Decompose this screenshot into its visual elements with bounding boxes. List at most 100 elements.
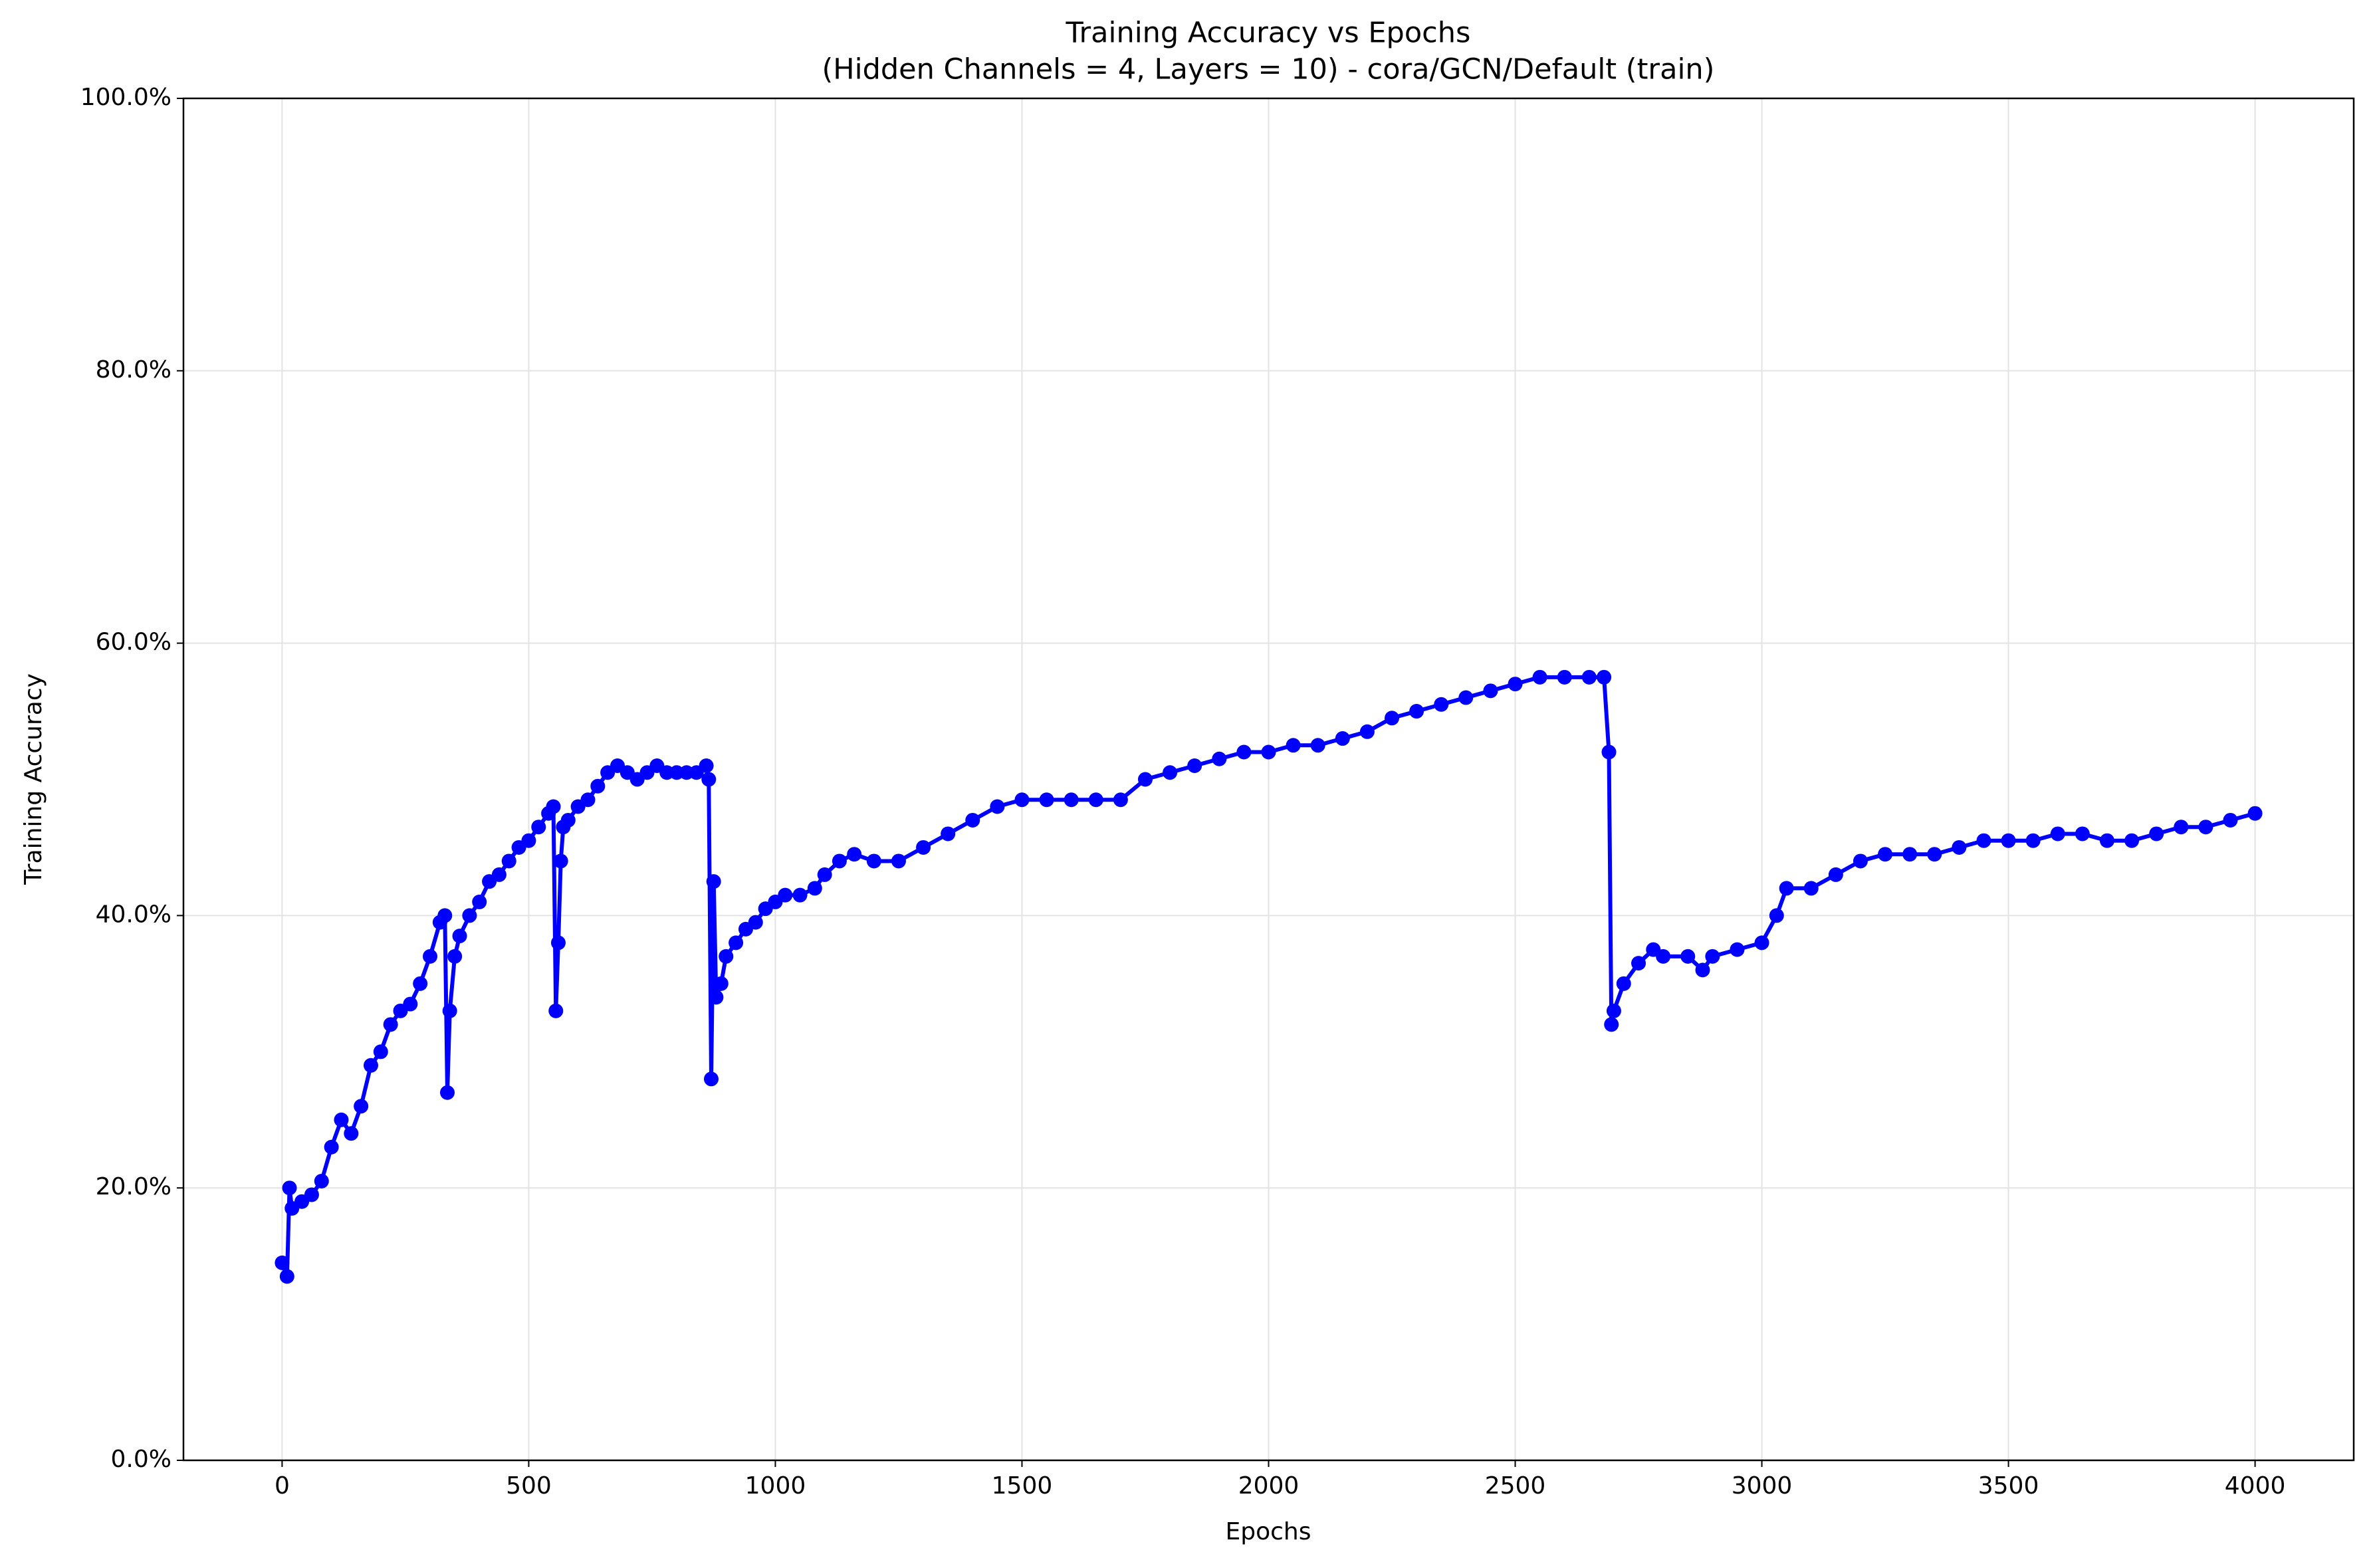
point	[2050, 826, 2065, 841]
point	[491, 867, 507, 882]
point	[891, 853, 906, 869]
point	[1581, 669, 1597, 685]
x-tick-label: 3000	[1732, 1472, 1793, 1500]
point	[1769, 908, 1784, 923]
point	[1754, 935, 1769, 951]
point	[2124, 833, 2140, 848]
point	[2198, 820, 2213, 835]
point	[706, 874, 721, 889]
point	[442, 1003, 457, 1018]
point	[344, 1126, 359, 1141]
point	[1137, 772, 1153, 787]
point	[1803, 881, 1819, 896]
point	[847, 847, 862, 862]
point	[990, 799, 1005, 814]
point	[1952, 840, 1967, 855]
point	[817, 867, 832, 882]
point	[1828, 867, 1843, 882]
point	[1853, 853, 1868, 869]
point	[354, 1099, 369, 1114]
point	[590, 778, 606, 794]
point	[1680, 949, 1696, 964]
point	[334, 1112, 349, 1127]
point	[699, 758, 714, 774]
point	[580, 792, 596, 808]
point	[1878, 847, 1893, 862]
point	[383, 1017, 398, 1032]
point	[2099, 833, 2114, 848]
point	[713, 976, 729, 991]
point	[423, 949, 438, 964]
point	[531, 820, 546, 835]
x-tick-label: 4000	[2225, 1472, 2286, 1500]
x-tick-label: 1000	[745, 1472, 806, 1500]
y-tick-label: 20.0%	[96, 1173, 171, 1200]
point	[2223, 812, 2238, 828]
chart-title: Training Accuracy vs Epochs	[1066, 17, 1471, 50]
point	[1286, 738, 1301, 753]
x-tick-label: 0	[275, 1472, 290, 1500]
point	[1236, 744, 1252, 760]
point	[1532, 669, 1547, 685]
y-tick-label: 0.0%	[111, 1446, 171, 1473]
point	[729, 935, 744, 951]
plot-frame	[182, 97, 2355, 1462]
point	[275, 1255, 290, 1270]
point	[703, 1071, 719, 1087]
point	[1113, 792, 1128, 808]
point	[437, 908, 453, 923]
point	[1335, 731, 1350, 746]
x-tick-label: 2500	[1485, 1472, 1546, 1500]
point	[1359, 724, 1375, 739]
point	[2247, 806, 2263, 821]
point	[1163, 765, 1178, 780]
x-tick-label: 500	[506, 1472, 552, 1500]
point	[1902, 847, 1918, 862]
point	[546, 799, 561, 814]
point	[1557, 669, 1572, 685]
point	[1705, 949, 1720, 964]
point	[941, 826, 956, 841]
point	[560, 812, 576, 828]
point	[1458, 690, 1474, 705]
point	[439, 1085, 455, 1100]
x-tick-label: 1500	[992, 1472, 1053, 1500]
point	[1483, 683, 1498, 699]
point	[1597, 669, 1612, 685]
point	[521, 833, 536, 848]
point	[447, 949, 463, 964]
point	[282, 1180, 297, 1196]
point	[2025, 833, 2041, 848]
y-tick-label: 100.0%	[80, 84, 171, 111]
point	[1779, 881, 1794, 896]
point	[1014, 792, 1030, 808]
x-tick-label: 3500	[1978, 1472, 2039, 1500]
point	[1187, 758, 1202, 774]
point	[1212, 751, 1227, 766]
point	[1385, 711, 1400, 726]
point	[1616, 976, 1631, 991]
point	[807, 881, 822, 896]
point	[916, 840, 931, 855]
point	[748, 915, 763, 930]
point	[550, 935, 566, 951]
point	[363, 1058, 378, 1073]
point	[866, 853, 881, 869]
point	[701, 772, 717, 787]
point	[452, 929, 467, 944]
point	[472, 894, 487, 909]
point	[279, 1269, 294, 1284]
point	[2075, 826, 2090, 841]
point	[1601, 744, 1617, 760]
x-axis-label: Epochs	[1226, 1518, 1311, 1545]
point	[965, 812, 980, 828]
point	[1508, 677, 1523, 692]
point	[1039, 792, 1054, 808]
point	[553, 853, 568, 869]
point	[832, 853, 847, 869]
chart-subtitle: (Hidden Channels = 4, Layers = 10) - cor…	[822, 53, 1715, 86]
point	[1730, 942, 1745, 957]
x-tick-label: 2000	[1238, 1472, 1300, 1500]
y-tick-label: 80.0%	[96, 356, 171, 384]
